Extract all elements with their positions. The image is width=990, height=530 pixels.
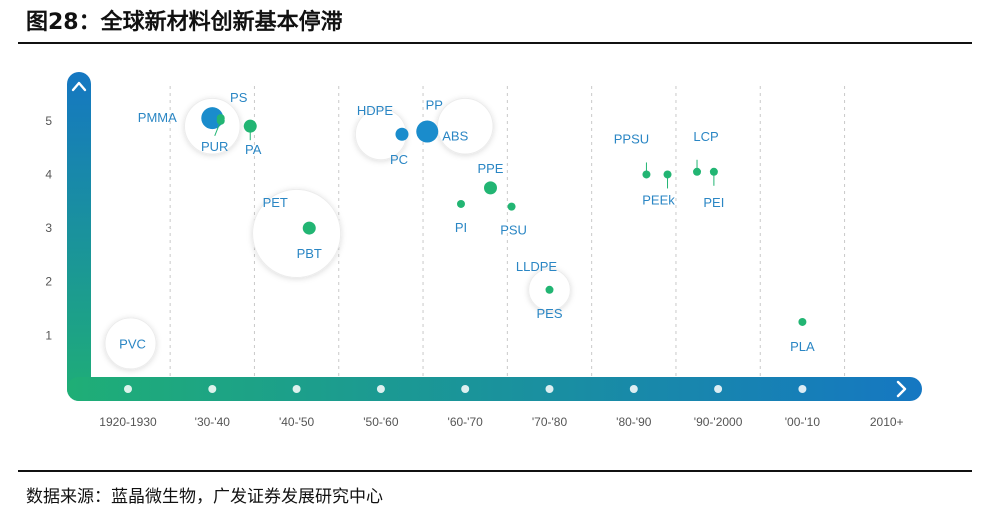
y-tick-label: 5 bbox=[45, 114, 52, 128]
innovation-timeline-chart: PVC 1920-1930 '30-'40 '40-'50 '50-'60 '60-'70… bbox=[45, 72, 922, 429]
label-pes: PES bbox=[536, 306, 562, 321]
y-tick-label: 2 bbox=[45, 275, 52, 289]
label-pi: PI bbox=[455, 220, 467, 235]
label-peek: PEEk bbox=[642, 192, 675, 207]
label-pvc: PVC bbox=[119, 336, 146, 351]
x-tick-dot bbox=[376, 385, 385, 393]
label-abs: ABS bbox=[442, 129, 468, 144]
highlight-bubble bbox=[436, 97, 494, 155]
label-hdpe: HDPE bbox=[357, 103, 393, 118]
label-lldpe: LLDPE bbox=[516, 259, 558, 274]
x-tick-label: '50-'60 bbox=[363, 415, 399, 429]
axes bbox=[67, 72, 922, 401]
y-axis-bar bbox=[67, 72, 91, 401]
label-pei: PEI bbox=[703, 195, 724, 210]
highlight-bubbles bbox=[104, 97, 571, 370]
chevron-right-icon bbox=[896, 380, 907, 398]
label-pp: PP bbox=[426, 98, 443, 113]
label-lcp: LCP bbox=[693, 129, 718, 144]
label-ps: PS bbox=[230, 90, 248, 105]
x-tick-dot bbox=[208, 385, 217, 393]
figure-title: 图28：全球新材料创新基本停滞 bbox=[26, 10, 343, 35]
point-ppe bbox=[483, 181, 497, 195]
x-tick-label: 2010+ bbox=[870, 415, 904, 429]
point-psu bbox=[507, 202, 516, 211]
material-labels: PVC 1920-1930 '30-'40 '40-'50 '50-'60 '60-'70… bbox=[45, 90, 903, 429]
y-tick-label: 3 bbox=[45, 221, 52, 235]
label-pmma: PMMA bbox=[138, 110, 177, 125]
point-pp bbox=[416, 120, 439, 143]
point-lldpe bbox=[545, 285, 554, 294]
label-pur: PUR bbox=[201, 139, 228, 154]
x-tick-label: '80-'90 bbox=[616, 415, 652, 429]
label-pc: PC bbox=[390, 152, 408, 167]
label-pbt: PBT bbox=[297, 246, 322, 261]
x-tick-label: '70-'80 bbox=[532, 415, 568, 429]
x-tick-dot bbox=[461, 385, 470, 393]
x-tick-label: '00-'10 bbox=[785, 415, 821, 429]
source-divider bbox=[18, 470, 972, 472]
x-tick-dot bbox=[798, 385, 807, 393]
x-tick-label: '30-'40 bbox=[195, 415, 231, 429]
x-tick-dot bbox=[292, 385, 301, 393]
chevron-up-icon bbox=[71, 81, 87, 92]
y-tick-label: 4 bbox=[45, 167, 52, 181]
x-tick-dot bbox=[714, 385, 723, 393]
label-ppe: PPE bbox=[477, 161, 503, 176]
point-pla bbox=[798, 317, 807, 326]
x-tick-dot bbox=[124, 385, 132, 393]
title-divider bbox=[18, 42, 972, 44]
point-lcp bbox=[693, 167, 702, 176]
label-pet: PET bbox=[263, 195, 288, 210]
figure-source: 数据来源：蓝晶微生物，广发证券发展研究中心 bbox=[26, 487, 383, 507]
leader-line bbox=[214, 120, 222, 137]
x-tick-label: '40-'50 bbox=[279, 415, 315, 429]
x-tick-dot bbox=[545, 385, 554, 393]
point-hdpe bbox=[395, 127, 409, 141]
point-pi bbox=[456, 199, 465, 208]
material-points bbox=[201, 107, 807, 326]
bubble-pvc bbox=[104, 317, 157, 370]
highlight-bubble bbox=[252, 188, 342, 279]
label-ppsu: PPSU bbox=[614, 131, 649, 146]
label-pa: PA bbox=[245, 142, 262, 157]
x-tick-label: '60-'70 bbox=[448, 415, 484, 429]
x-tick-dot bbox=[629, 385, 638, 393]
label-psu: PSU bbox=[500, 223, 527, 238]
x-tick-label: 1920-1930 bbox=[99, 415, 157, 429]
x-axis-bar bbox=[67, 377, 922, 401]
point-pet bbox=[302, 221, 316, 235]
x-tick-label: '90-'2000 bbox=[694, 415, 743, 429]
label-pla: PLA bbox=[790, 339, 815, 354]
y-tick-label: 1 bbox=[45, 328, 52, 342]
point-pmma bbox=[201, 107, 224, 130]
